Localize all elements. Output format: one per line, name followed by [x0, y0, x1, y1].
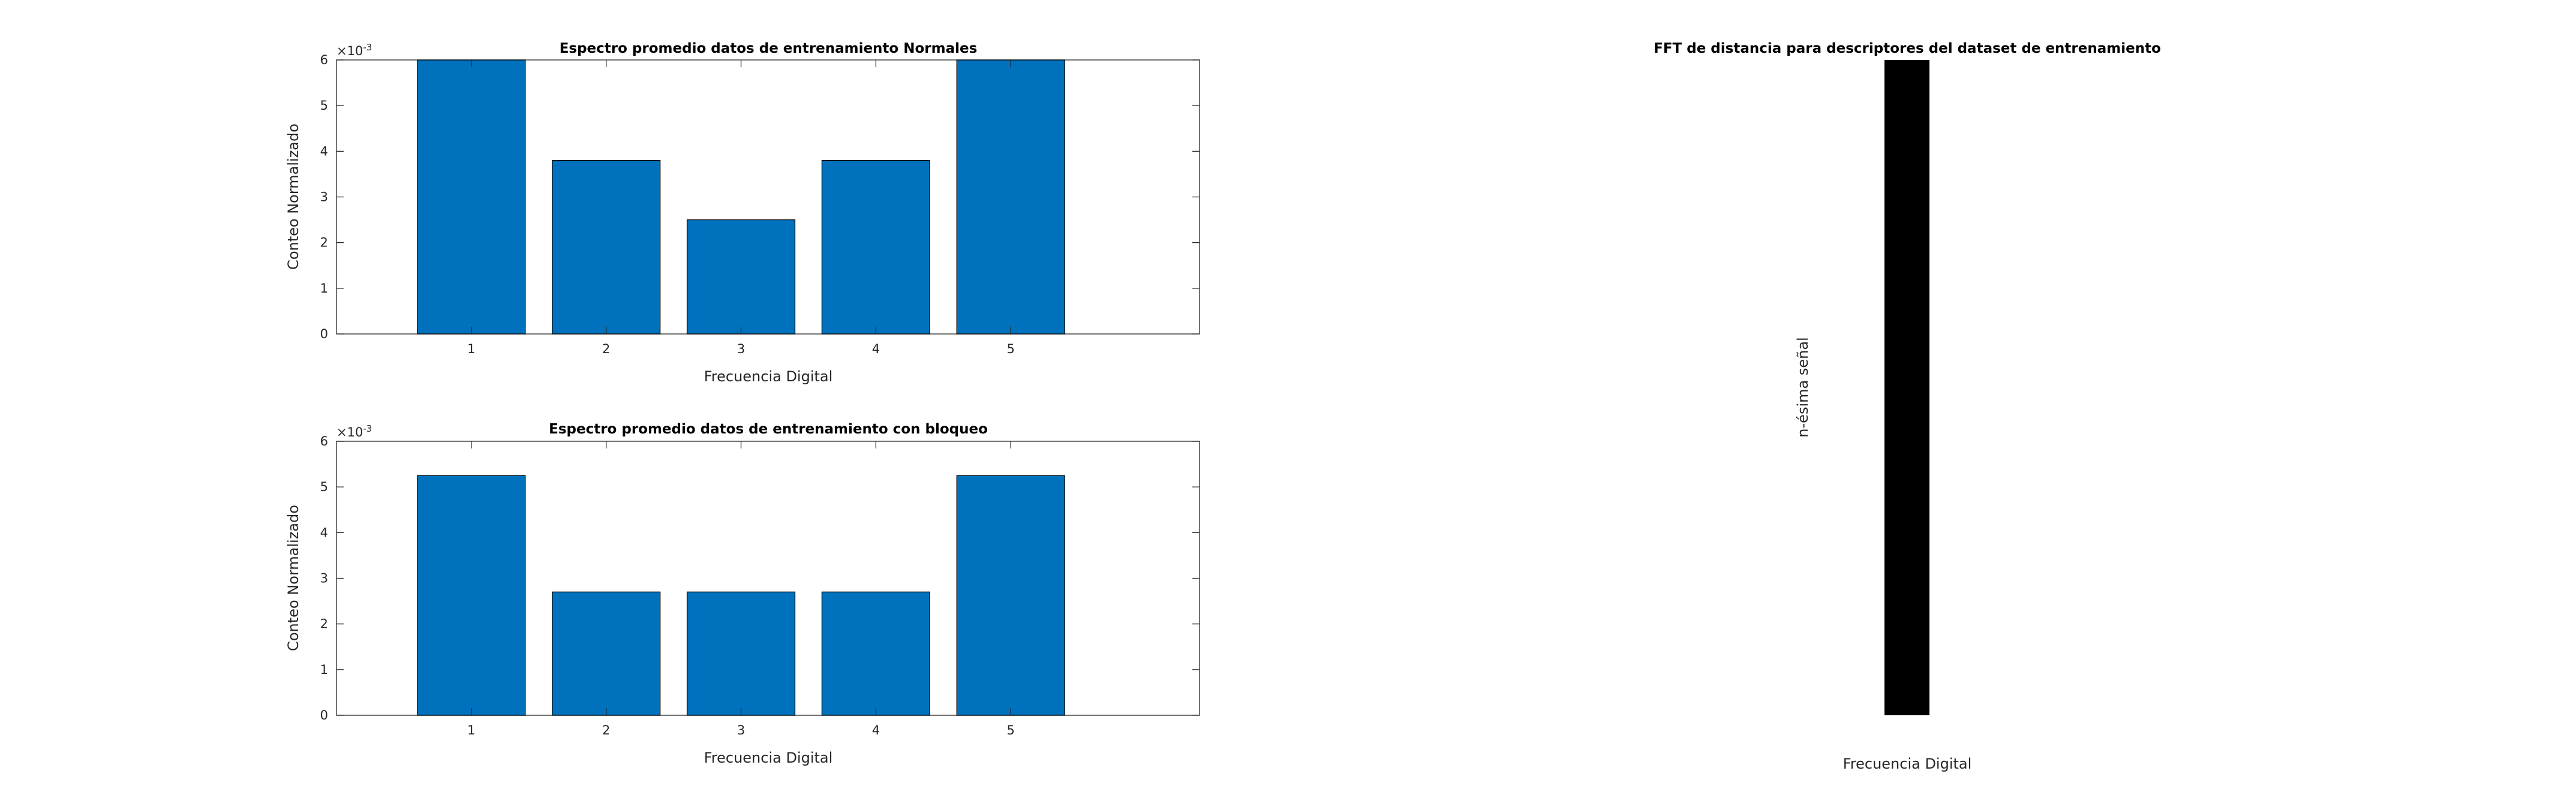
bar-3	[686, 219, 796, 335]
x-axis-label: Frecuencia Digital	[1843, 755, 1972, 772]
y-tick-label: 5	[320, 98, 328, 113]
chart-title: FFT de distancia para descriptores del d…	[1654, 41, 2161, 56]
bar-1	[417, 59, 526, 335]
x-tick-label: 3	[737, 723, 745, 737]
bar-3	[686, 591, 796, 716]
y-tick-label: 6	[320, 53, 328, 67]
bar-5	[956, 475, 1065, 716]
chart-title: Espectro promedio datos de entrenamiento…	[560, 41, 978, 56]
exponent-base: ×10	[336, 425, 363, 439]
y-exponent-label: ×10-3	[336, 42, 372, 58]
x-axis-label: Frecuencia Digital	[704, 749, 833, 766]
y-tick-label: 3	[320, 571, 328, 586]
x-tick-label: 2	[602, 723, 610, 737]
exponent-base: ×10	[336, 44, 363, 58]
y-tick-label: 2	[320, 617, 328, 631]
x-axis-label: Frecuencia Digital	[704, 368, 833, 385]
y-tick-label: 1	[320, 281, 328, 296]
y-tick-label: 6	[320, 434, 328, 448]
bars	[417, 59, 1065, 335]
x-tick-label: 4	[872, 723, 880, 737]
bar-chart-normales: Espectro promedio datos de entrenamiento…	[285, 41, 1200, 385]
y-tick-label: 0	[320, 327, 328, 341]
exponent-power: -3	[363, 423, 372, 434]
heatmap-image	[1884, 60, 1929, 715]
x-tick-label: 4	[872, 342, 880, 356]
x-ticks: 1 2 3 4 5	[467, 441, 1015, 737]
y-ticks: 0 1 2 3 4 5 6	[320, 434, 1200, 722]
x-ticks: 1 2 3 4 5	[467, 60, 1015, 356]
x-tick-label: 1	[467, 342, 475, 356]
x-tick-label: 5	[1007, 723, 1015, 737]
y-ticks: 0 1 2 3 4 5 6	[320, 53, 1200, 341]
bar-2	[552, 159, 661, 335]
y-axis-label: Conteo Normalizado	[285, 124, 302, 270]
bar-4	[821, 591, 930, 716]
y-tick-label: 4	[320, 144, 328, 158]
y-tick-label: 2	[320, 236, 328, 250]
y-tick-label: 1	[320, 663, 328, 677]
x-tick-label: 1	[467, 723, 475, 737]
bar-5	[956, 59, 1065, 335]
y-tick-label: 3	[320, 190, 328, 204]
x-tick-label: 2	[602, 342, 610, 356]
exponent-power: -3	[363, 42, 372, 53]
bars	[417, 475, 1065, 716]
bar-1	[417, 475, 526, 716]
bar-chart-bloqueo: Espectro promedio datos de entrenamiento…	[285, 421, 1200, 766]
chart-title: Espectro promedio datos de entrenamiento…	[549, 421, 988, 437]
y-axis-label: n-ésima señal	[1795, 337, 1811, 437]
bar-2	[552, 591, 661, 716]
x-tick-label: 5	[1007, 342, 1015, 356]
y-exponent-label: ×10-3	[336, 423, 372, 439]
bar-4	[821, 159, 930, 335]
y-tick-label: 4	[320, 525, 328, 540]
fft-heatmap-chart: FFT de distancia para descriptores del d…	[1654, 41, 2161, 772]
y-tick-label: 0	[320, 708, 328, 722]
x-tick-label: 3	[737, 342, 745, 356]
y-tick-label: 5	[320, 480, 328, 494]
y-axis-label: Conteo Normalizado	[285, 505, 302, 651]
